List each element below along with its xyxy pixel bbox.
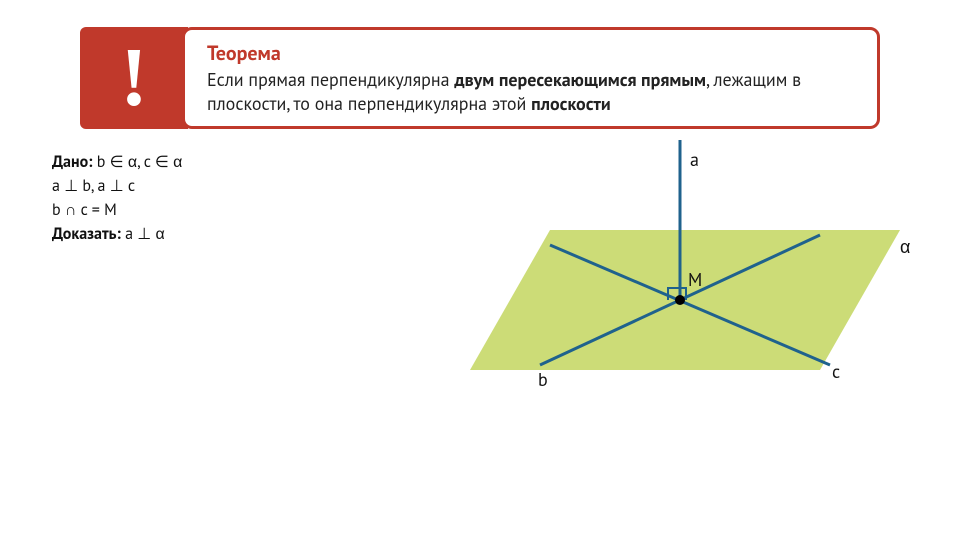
theorem-callout: ! Теорема Если прямая перпендикулярна дв… (80, 27, 880, 129)
callout-title: Теорема (207, 40, 859, 66)
given-line-2: a ⊥ b, a ⊥ c (52, 174, 182, 198)
given-label: Дано: (52, 152, 92, 172)
prove-label: Доказать: (52, 224, 121, 244)
given-line-1-text: b ∈ α, c ∈ α (92, 152, 182, 172)
exclamation-icon: ! (120, 36, 148, 120)
label-a: a (690, 148, 699, 171)
callout-text-part-0: Если прямая перпендикулярна (207, 68, 454, 91)
diagram-svg (400, 140, 930, 440)
label-m: M (688, 268, 702, 291)
point-m (675, 295, 685, 305)
slide: ! Теорема Если прямая перпендикулярна дв… (0, 0, 960, 540)
callout-text: Если прямая перпендикулярна двум пересек… (207, 68, 859, 117)
given-line-3: b ∩ c = M (52, 198, 182, 222)
diagram: a α M b c (400, 140, 930, 440)
prove-line: Доказать: a ⊥ α (52, 222, 182, 246)
callout-text-part-3: плоскости (531, 92, 611, 115)
label-c: c (832, 360, 840, 383)
given-block: Дано: b ∈ α, c ∈ α a ⊥ b, a ⊥ c b ∩ c = … (52, 150, 182, 246)
callout-text-part-1: двум пересекающимся прямым (454, 68, 706, 91)
callout-body: Теорема Если прямая перпендикулярна двум… (182, 27, 880, 129)
given-line-1: Дано: b ∈ α, c ∈ α (52, 150, 182, 174)
exclamation-badge: ! (80, 27, 188, 129)
label-alpha: α (900, 235, 910, 258)
prove-line-text: a ⊥ α (121, 224, 165, 244)
label-b: b (538, 368, 548, 391)
